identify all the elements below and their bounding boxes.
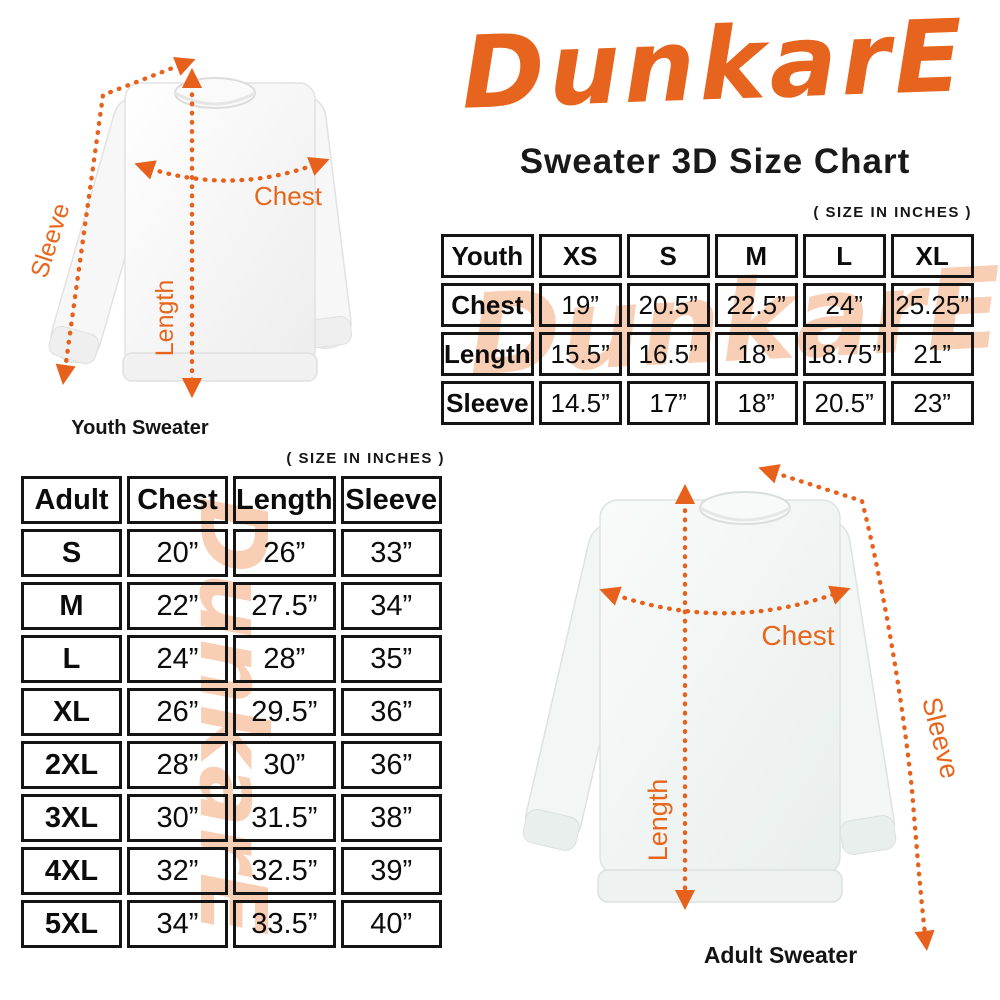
row-label-cell: L (21, 635, 122, 683)
chest-label: Chest (254, 181, 323, 211)
size-value-cell: 35” (340, 635, 442, 683)
adult-caption: Adult Sweater (703, 942, 858, 968)
row-label-cell: 5XL (21, 900, 122, 948)
size-value-cell: 20.5” (802, 381, 886, 425)
size-value-cell: 14.5” (538, 381, 622, 425)
youth-sweater-shape (48, 77, 353, 382)
column-header: Adult (21, 476, 122, 524)
size-value-cell: 28” (233, 635, 336, 683)
size-value-cell: 32.5” (233, 847, 336, 895)
size-value-cell: 36” (340, 688, 442, 736)
table-row: Sleeve 14.5” 17” 18” 20.5” 23” (441, 381, 974, 425)
size-value-cell: 30” (127, 794, 228, 842)
size-value-cell: 26” (127, 688, 228, 736)
size-value-cell: 17” (626, 381, 710, 425)
youth-sweater-illustration: Sleeve Length Chest (25, 56, 353, 399)
column-header: Chest (127, 476, 228, 524)
size-value-cell: 34” (127, 900, 228, 948)
table-row: Chest 19” 20.5” 22.5” 24” 25.25” (441, 283, 974, 327)
column-header: XL (890, 234, 974, 278)
youth-size-note: ( SIZE IN INCHES ) (813, 204, 972, 221)
column-header: Youth (441, 234, 534, 278)
size-value-cell: 24” (802, 283, 886, 327)
column-header: Length (233, 476, 336, 524)
size-value-cell: 18.75” (802, 332, 886, 376)
table-row: XL 26” 29.5” 36” (21, 688, 442, 736)
size-value-cell: 18” (714, 332, 798, 376)
row-label-cell: 3XL (21, 794, 122, 842)
brand-logo: DunkarE (459, 0, 969, 132)
table-row: Length 15.5” 16.5” 18” 18.75” 21” (441, 332, 974, 376)
table-row: 3XL 30” 31.5” 38” (21, 794, 442, 842)
page-title: Sweater 3D Size Chart (519, 142, 911, 181)
size-value-cell: 22” (127, 582, 228, 630)
size-value-cell: 30” (233, 741, 336, 789)
adult-sweater-shape (522, 491, 897, 903)
table-header-row: Adult Chest Length Sleeve (21, 476, 442, 524)
table-row: M 22” 27.5” 34” (21, 582, 442, 630)
size-value-cell: 25.25” (890, 283, 974, 327)
row-label-cell: S (21, 529, 122, 577)
youth-size-table: Youth XS S M L XL Chest 19” 20.5” 22.5” … (436, 229, 979, 430)
row-label-cell: Chest (441, 283, 534, 327)
size-value-cell: 16.5” (626, 332, 710, 376)
size-value-cell: 15.5” (538, 332, 622, 376)
size-value-cell: 40” (340, 900, 442, 948)
column-header: XS (538, 234, 622, 278)
size-value-cell: 24” (127, 635, 228, 683)
size-value-cell: 31.5” (233, 794, 336, 842)
row-label-cell: Length (441, 332, 534, 376)
row-label-cell: 4XL (21, 847, 122, 895)
adult-size-note: ( SIZE IN INCHES ) (286, 450, 445, 467)
table-row: 5XL 34” 33.5” 40” (21, 900, 442, 948)
size-value-cell: 18” (714, 381, 798, 425)
sleeve-measure-line (55, 56, 196, 386)
row-label-cell: Sleeve (441, 381, 534, 425)
youth-caption: Youth Sweater (71, 417, 209, 439)
chest-measure-line (134, 156, 330, 183)
size-value-cell: 36” (340, 741, 442, 789)
table-row: 4XL 32” 32.5” 39” (21, 847, 442, 895)
size-value-cell: 26” (233, 529, 336, 577)
size-value-cell: 21” (890, 332, 974, 376)
size-value-cell: 29.5” (233, 688, 336, 736)
sleeve-label: Sleeve (25, 200, 75, 281)
size-value-cell: 27.5” (233, 582, 336, 630)
length-label: Length (643, 779, 673, 862)
size-value-cell: 38” (340, 794, 442, 842)
column-header: M (714, 234, 798, 278)
adult-sweater-illustration: Length Chest Sleeve (522, 464, 965, 952)
row-label-cell: 2XL (21, 741, 122, 789)
table-header-row: Youth XS S M L XL (441, 234, 974, 278)
row-label-cell: M (21, 582, 122, 630)
column-header: S (626, 234, 710, 278)
size-value-cell: 20” (127, 529, 228, 577)
size-value-cell: 20.5” (626, 283, 710, 327)
column-header: L (802, 234, 886, 278)
size-value-cell: 23” (890, 381, 974, 425)
table-row: S 20” 26” 33” (21, 529, 442, 577)
size-value-cell: 33.5” (233, 900, 336, 948)
size-value-cell: 28” (127, 741, 228, 789)
chest-label: Chest (761, 620, 834, 651)
size-value-cell: 19” (538, 283, 622, 327)
column-header: Sleeve (340, 476, 442, 524)
size-value-cell: 32” (127, 847, 228, 895)
size-value-cell: 22.5” (714, 283, 798, 327)
size-value-cell: 33” (340, 529, 442, 577)
table-row: L 24” 28” 35” (21, 635, 442, 683)
size-value-cell: 34” (340, 582, 442, 630)
row-label-cell: XL (21, 688, 122, 736)
length-label: Length (151, 280, 179, 356)
table-row: 2XL 28” 30” 36” (21, 741, 442, 789)
sleeve-label: Sleeve (916, 694, 965, 781)
size-value-cell: 39” (340, 847, 442, 895)
adult-size-table: Adult Chest Length Sleeve S 20” 26” 33” … (16, 471, 447, 953)
